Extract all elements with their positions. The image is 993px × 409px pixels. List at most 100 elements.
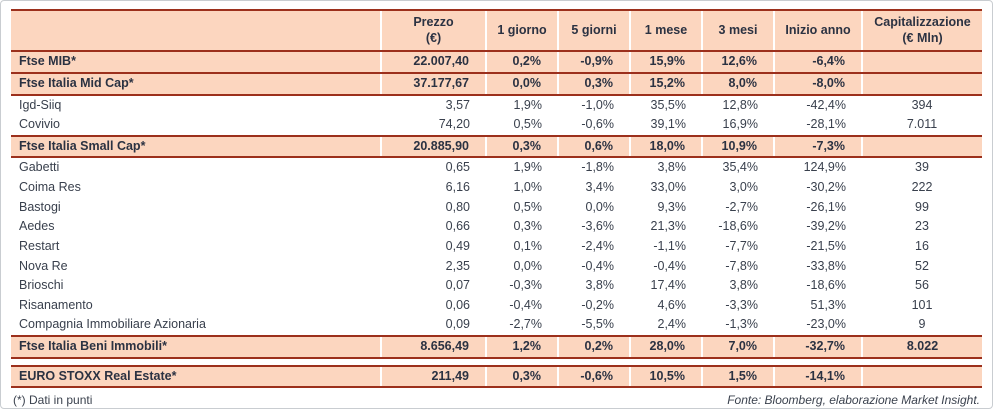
- table-cell: 16,9%: [722, 117, 758, 132]
- table-cell: 1,5%: [701, 364, 774, 389]
- table-cell: 8,0%: [701, 71, 774, 96]
- table-cell: 74,20: [438, 117, 470, 132]
- table-cell: 124,9%: [803, 160, 846, 175]
- table-cell: 3,8%: [729, 278, 759, 293]
- table-cell: -1,0%: [581, 97, 614, 112]
- table-cell: -32,7%: [773, 335, 862, 359]
- table-cell: 8.656,49: [380, 335, 486, 359]
- table-cell: 99: [915, 199, 929, 214]
- row-name: Brioschi: [19, 278, 64, 293]
- table-cell: -2,7%: [725, 199, 758, 214]
- table-cell: -21,5%: [806, 238, 846, 253]
- table-cell: -42,4%: [806, 97, 846, 112]
- table-cell: -18,6%: [718, 219, 758, 234]
- table-cell: -39,2%: [806, 219, 846, 234]
- row-name: Gabetti: [19, 160, 60, 175]
- table-cell: -2,4%: [581, 238, 614, 253]
- table-cell: 3,8%: [585, 278, 615, 293]
- table-cell: -0,6%: [557, 364, 630, 389]
- table-cell: 0,0%: [513, 258, 543, 273]
- row-name: Ftse Italia Beni Immobili*: [11, 335, 381, 359]
- table-body: Ftse MIB* 22.007,40 0,2% -0,9% 15,9% 12,6% -6,…: [11, 50, 982, 389]
- table-cell: 394: [911, 97, 933, 112]
- table-cell: -30,2%: [806, 180, 846, 194]
- spacer-row: [11, 357, 982, 366]
- table-cell: 0,3%: [557, 71, 630, 96]
- table-cell: -23,0%: [806, 317, 846, 332]
- table-row: Ftse Italia Small Cap* 20.885,90 0,3% 0,6% 1…: [11, 134, 982, 159]
- table-cell: -5,5%: [581, 317, 614, 332]
- table-row: Brioschi 0,07 -0,3% 3,8% 17,4% 3,8% -18,6% 56: [11, 276, 982, 296]
- header-row: Prezzo (€) 1 giorno 5 giorni 1 mese 3 me…: [11, 8, 982, 53]
- table-cell: 2,4%: [657, 317, 687, 332]
- table-cell: -14,1%: [773, 364, 862, 389]
- table-cell: 21,3%: [650, 219, 686, 234]
- row-name: Ftse MIB*: [11, 50, 381, 74]
- table-cell: 0,5%: [513, 199, 543, 214]
- table-cell: 3,4%: [585, 180, 615, 194]
- row-name: Ftse Italia Mid Cap*: [11, 71, 381, 96]
- table-row: Igd-Siiq 3,57 1,9% -1,0% 35,5% 12,8% -42,4% 394: [11, 95, 982, 116]
- table-cell: 0,6%: [557, 134, 630, 159]
- table-cell: -0,4%: [581, 258, 614, 273]
- table-cell: -7,8%: [725, 258, 758, 273]
- table-cell: 101: [911, 297, 933, 312]
- table-cell: 9: [918, 317, 926, 332]
- table-cell: 3,8%: [657, 160, 687, 175]
- table-cell: 12,8%: [722, 97, 758, 112]
- table-cell: 56: [915, 278, 929, 293]
- table-cell: 2,35: [445, 258, 470, 273]
- table-cell: -3,6%: [581, 219, 614, 234]
- table-cell: 1,2%: [485, 335, 558, 359]
- table-cell: [861, 134, 982, 159]
- table-header: Prezzo (€) 1 giorno 5 giorni 1 mese 3 me…: [11, 8, 982, 53]
- table-cell: 0,0%: [485, 71, 558, 96]
- table-cell: -3,3%: [725, 297, 758, 312]
- row-name: Ftse Italia Small Cap*: [11, 134, 381, 159]
- table-cell: -1,3%: [725, 317, 758, 332]
- row-name: Nova Re: [19, 258, 68, 273]
- row-name: EURO STOXX Real Estate*: [11, 364, 381, 389]
- table-row: Risanamento 0,06 -0,4% -0,2% 4,6% -3,3% 51,3% 1…: [11, 296, 982, 316]
- col-header-inizio-anno: Inizio anno: [773, 8, 862, 53]
- table-cell: 6,16: [445, 180, 470, 194]
- col-header-3-mesi: 3 mesi: [701, 8, 774, 53]
- source-note: Fonte: Bloomberg, elaborazione Market In…: [727, 393, 980, 408]
- table-cell: [861, 50, 982, 74]
- table-cell: 3,0%: [729, 180, 759, 194]
- table-cell: -6,4%: [773, 50, 862, 74]
- col-header-prezzo: Prezzo (€): [380, 8, 486, 53]
- table-cell: 33,0%: [650, 180, 686, 194]
- footnote: (*) Dati in punti: [13, 393, 93, 408]
- table-row: EURO STOXX Real Estate* 211,49 0,3% -0,6% 10…: [11, 364, 982, 389]
- footer: (*) Dati in punti Fonte: Bloomberg, elab…: [11, 393, 982, 407]
- table-row: Coima Res 6,16 1,0% 3,4% 33,0% 3,0% -30,2% 222: [11, 178, 982, 198]
- table-cell: 0,0%: [585, 199, 615, 214]
- table-cell: 1,9%: [513, 97, 543, 112]
- table-cell: 0,3%: [513, 219, 543, 234]
- table-cell: 1,9%: [513, 160, 543, 175]
- table-cell: 39: [915, 160, 929, 175]
- table-cell: -26,1%: [806, 199, 846, 214]
- table-cell: 37.177,67: [380, 71, 486, 96]
- table-cell: 0,5%: [513, 117, 543, 132]
- table-cell: 16: [915, 238, 929, 253]
- table-cell: 23: [915, 219, 929, 234]
- table-row: Compagnia Immobiliare Azionaria 0,09 -2,7%…: [11, 315, 982, 336]
- col-header-1-mese: 1 mese: [629, 8, 702, 53]
- spacer-cell: [11, 357, 982, 366]
- market-table: Prezzo (€) 1 giorno 5 giorni 1 mese 3 me…: [11, 8, 982, 389]
- table-cell: 35,4%: [722, 160, 758, 175]
- col-header-1-giorno: 1 giorno: [485, 8, 558, 53]
- table-cell: 211,49: [380, 364, 486, 389]
- table-cell: 20.885,90: [380, 134, 486, 159]
- table-cell: 0,06: [445, 297, 470, 312]
- table-row: Ftse Italia Mid Cap* 37.177,67 0,0% 0,3% 15,…: [11, 71, 982, 96]
- table-cell: 222: [911, 180, 933, 194]
- table-cell: 17,4%: [650, 278, 686, 293]
- table-cell: 0,2%: [485, 50, 558, 74]
- table-cell: 0,80: [445, 199, 470, 214]
- col-header-capitalizzazione: Capitalizzazione (€ Mln): [861, 8, 982, 53]
- table-cell: 18,0%: [629, 134, 702, 159]
